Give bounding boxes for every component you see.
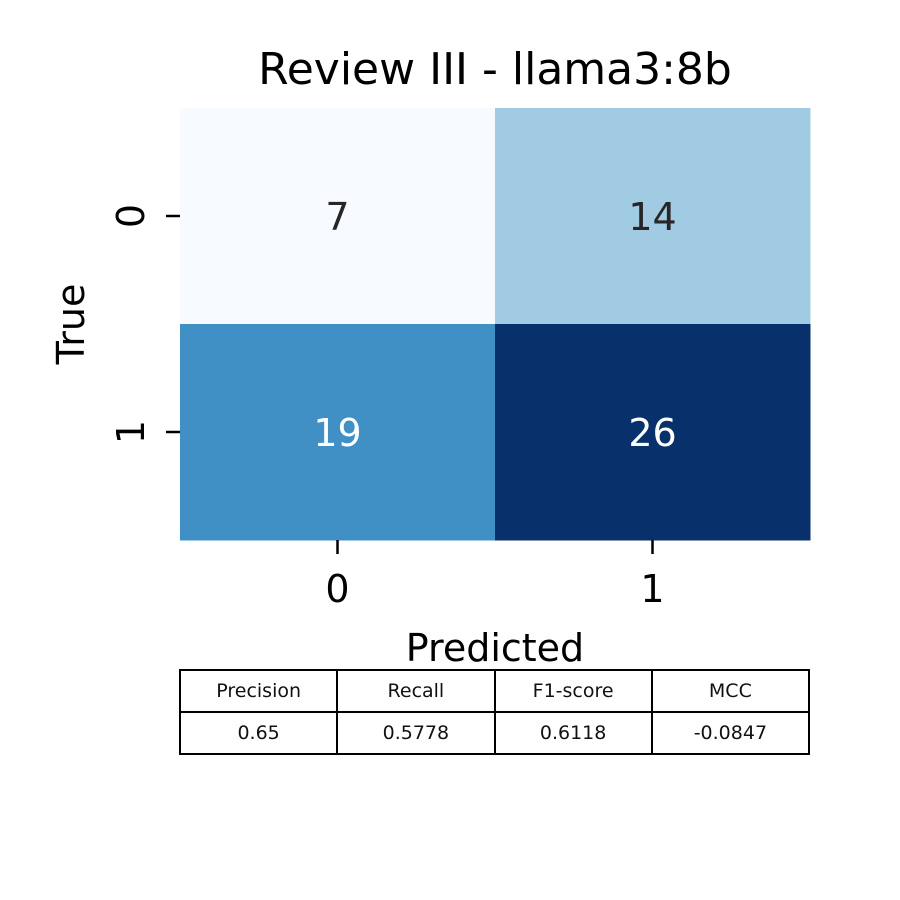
cell-value-label-1-0: 19 bbox=[313, 411, 361, 455]
metrics-header-row: Precision Recall F1-score MCC bbox=[178, 669, 811, 713]
y-axis-label: True bbox=[49, 284, 93, 366]
heatmap-cell-0-1 bbox=[495, 108, 811, 325]
metrics-header-recall: Recall bbox=[336, 669, 496, 713]
metrics-header-precision: Precision bbox=[178, 669, 339, 713]
heatmap-cell-1-1 bbox=[495, 324, 811, 541]
metrics-table: Precision Recall F1-score MCC 0.65 0.577… bbox=[178, 669, 811, 755]
y-tick-label-0: 0 bbox=[109, 204, 153, 228]
y-tick-label-1: 1 bbox=[109, 420, 153, 444]
metrics-header-f1: F1-score bbox=[493, 669, 653, 713]
x-axis-label: Predicted bbox=[406, 626, 584, 670]
metrics-value-recall: 0.5778 bbox=[336, 711, 496, 755]
x-tick-label-1: 1 bbox=[640, 567, 664, 611]
cell-value-label-1-1: 26 bbox=[628, 411, 676, 455]
metrics-value-row: 0.65 0.5778 0.6118 -0.0847 bbox=[178, 711, 811, 755]
metrics-value-mcc: -0.0847 bbox=[650, 711, 811, 755]
heatmap-cell-0-0 bbox=[180, 108, 496, 325]
y-axis-ticks: 01 bbox=[109, 204, 180, 444]
chart-title: Review III - llama3:8b bbox=[258, 44, 732, 95]
metrics-value-precision: 0.65 bbox=[178, 711, 339, 755]
cell-value-label-0-1: 14 bbox=[628, 195, 676, 239]
cell-value-label-0-0: 7 bbox=[325, 195, 349, 239]
heatmap-cell-1-0 bbox=[180, 324, 496, 541]
metrics-header-mcc: MCC bbox=[650, 669, 811, 713]
x-tick-label-0: 0 bbox=[325, 567, 349, 611]
heatmap-cells: 7 14 19 26 bbox=[180, 108, 811, 541]
metrics-value-f1: 0.6118 bbox=[493, 711, 653, 755]
